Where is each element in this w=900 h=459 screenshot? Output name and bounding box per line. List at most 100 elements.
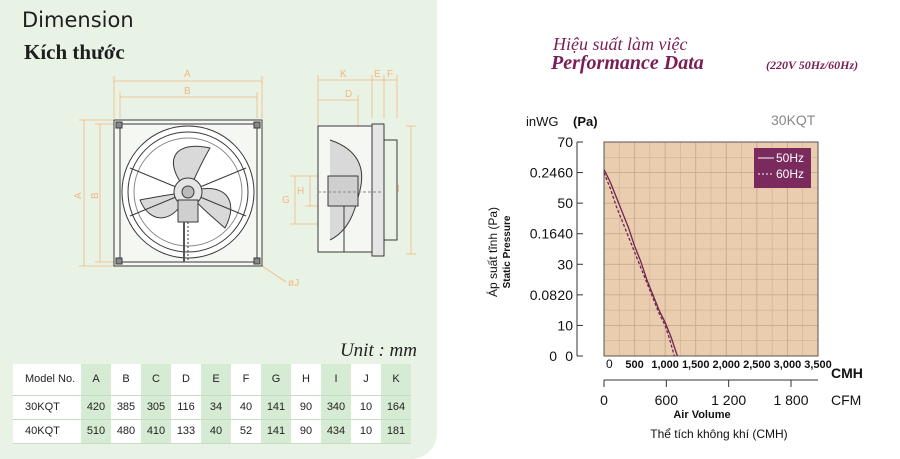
side-view: [317, 123, 398, 257]
table-cell: 52: [231, 419, 261, 444]
legend-label: 60Hz: [776, 167, 804, 181]
plot-border: [603, 141, 819, 357]
table-header-cell: G: [261, 364, 291, 396]
table-header-cell: F: [231, 364, 261, 396]
cmh-tick-label: 1,000: [651, 359, 679, 371]
inwg-tick-label: 0.24: [530, 165, 557, 181]
dim-label-j: øJ: [288, 278, 299, 289]
chart-model-label: 30KQT: [771, 112, 816, 128]
cfm-tick-label: 1 200: [711, 392, 746, 408]
table-header-cell: A: [81, 364, 111, 396]
dim-label-b-side: B: [90, 192, 101, 199]
dim-label-a-side: A: [73, 192, 84, 199]
y-unit-inwg: inWG: [526, 114, 559, 129]
cfm-tick-label: 0: [600, 392, 608, 408]
table-cell: 181: [381, 419, 411, 444]
pa-tick-label: 30: [557, 256, 573, 272]
table-cell: 340: [321, 395, 351, 420]
table-header-cell: K: [381, 364, 411, 396]
series-line-60hz: [603, 172, 675, 357]
table-cell: 30KQT: [13, 395, 81, 420]
dimension-title: Dimension: [22, 8, 134, 32]
cmh-tick-label: 500: [625, 359, 643, 371]
table-cell: 385: [111, 395, 141, 420]
table-cell: 40: [231, 395, 261, 420]
table-row: 40KQT 510 480 410 133 40 52 141 90 434 1…: [13, 419, 411, 444]
pa-tick-label: 20: [557, 287, 573, 303]
table-cell: 90: [291, 395, 321, 420]
performance-conditions: (220V 50Hz/60Hz): [766, 58, 859, 72]
cfm-tick-label: 1 800: [773, 392, 808, 408]
table-cell: 116: [171, 395, 201, 420]
dim-label-g: G: [282, 195, 290, 206]
table-header-cell: I: [321, 364, 351, 396]
x-axis-label-en: Air Volume: [673, 409, 730, 421]
y-axis-label-en: Static Pressure: [502, 215, 513, 288]
front-view: [113, 119, 263, 267]
table-cell: 510: [81, 419, 111, 444]
dim-label-b-top: B: [184, 86, 191, 97]
dim-label-i: I: [397, 184, 400, 195]
table-cell: 40KQT: [13, 419, 81, 444]
table-header-cell: D: [171, 364, 201, 396]
table-cell: 90: [291, 419, 321, 444]
dim-label-d: D: [345, 89, 352, 100]
table-cell: 40: [201, 419, 231, 444]
cmh-tick-label: 1,500: [682, 359, 710, 371]
pa-tick-label: 70: [557, 134, 573, 150]
table-cell: 480: [111, 419, 141, 444]
table-cell: 133: [171, 419, 201, 444]
table-header-cell: Model No.: [13, 364, 81, 396]
dim-label-f: F: [387, 69, 393, 80]
legend-box: [754, 148, 811, 188]
table-cell: 141: [261, 419, 291, 444]
table-cell: 10: [351, 419, 381, 444]
dimension-panel: Dimension Kích thước: [0, 0, 437, 459]
pa-tick-label: 50: [557, 195, 573, 211]
x-axis-unit-cmh: CMH: [831, 365, 863, 381]
table-cell: 164: [381, 395, 411, 420]
table-cell: 10: [351, 395, 381, 420]
performance-title-vn: Hiệu suất làm việc: [553, 34, 688, 54]
x-axis-unit-cfm: CFM: [831, 392, 861, 408]
cmh-tick-label: 2,500: [743, 359, 771, 371]
unit-label: Unit : mm: [339, 340, 417, 361]
table-cell: 420: [81, 395, 111, 420]
table-cell: 141: [261, 395, 291, 420]
table-header-cell: C: [141, 364, 171, 396]
table-header-cell: H: [291, 364, 321, 396]
series-line-50hz: [603, 169, 678, 357]
cmh-tick-label: 3,000: [774, 359, 802, 371]
inwg-tick-label: 0.16: [530, 226, 557, 242]
inwg-tick-label: 0.08: [530, 287, 557, 303]
x-axis-label-vn: Thể tích không khí (CMH): [650, 427, 787, 441]
pa-tick-label: 10: [557, 317, 573, 333]
cmh-tick-label: 3,500: [804, 359, 832, 371]
pa-tick-label: 40: [557, 226, 573, 242]
pa-tick-label: 0: [565, 348, 573, 364]
dimension-subtitle: Kích thước: [24, 40, 125, 64]
dim-label-h: H: [297, 186, 304, 197]
legend-label: 50Hz: [776, 151, 804, 165]
table-header-cell: E: [201, 364, 231, 396]
cmh-tick-label: 2,000: [713, 359, 741, 371]
y-axis-label-vn: Áp suất tĩnh (Pa): [485, 207, 500, 297]
table-cell: 410: [141, 419, 171, 444]
y-unit-pa: (Pa): [573, 114, 598, 129]
table-row: 30KQT 420 385 305 116 34 40 141 90 340 1…: [13, 395, 411, 420]
table-header-row: Model No. A B C D E F G H I J K: [13, 364, 411, 396]
x-zero-label: 0: [606, 357, 613, 371]
table-cell: 434: [321, 419, 351, 444]
dim-label-a-top: A: [184, 69, 191, 80]
dimension-drawing: A B A B K E F D H G I øC øJ: [73, 69, 416, 289]
dimension-table: Model No. A B C D E F G H I J K 30KQT 42…: [13, 364, 411, 444]
pa-tick-label: 60: [557, 165, 573, 181]
cfm-tick-label: 600: [655, 392, 679, 408]
inwg-tick-label: 0: [549, 348, 557, 364]
table-header-cell: J: [351, 364, 381, 396]
table-cell: 34: [201, 395, 231, 420]
table-cell: 305: [141, 395, 171, 420]
performance-chart: inWG (Pa) 30KQT Áp suất tĩnh (Pa) Static…: [485, 112, 863, 441]
table-header-cell: B: [111, 364, 141, 396]
dim-label-e: E: [374, 69, 381, 80]
